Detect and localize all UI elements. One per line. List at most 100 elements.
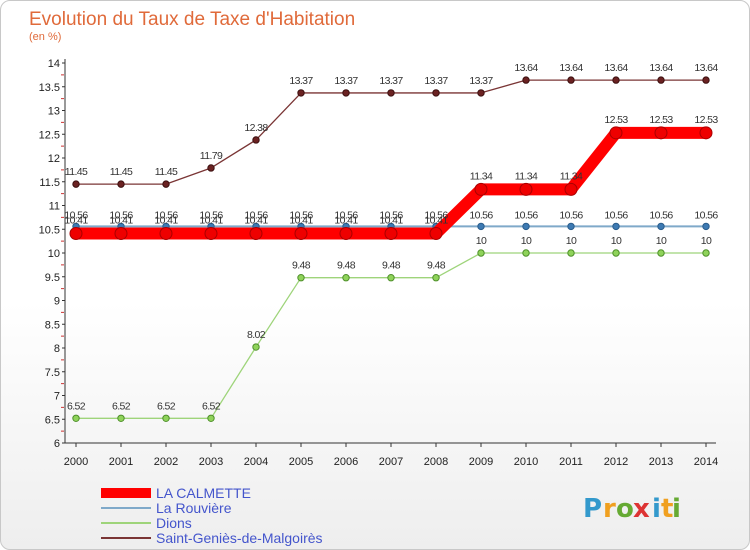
logo-letter: x bbox=[633, 494, 650, 524]
data-point bbox=[207, 164, 215, 172]
data-label: 10.56 bbox=[379, 209, 403, 221]
legend-label: LA CALMETTE bbox=[156, 485, 251, 501]
data-point bbox=[162, 414, 170, 422]
data-point bbox=[432, 274, 440, 282]
x-tick-label: 2001 bbox=[109, 456, 133, 468]
logo-letter: i bbox=[672, 494, 681, 524]
legend-label: La Rouvière bbox=[156, 500, 232, 516]
data-point bbox=[474, 182, 488, 196]
y-tick-label: 11 bbox=[49, 201, 60, 213]
data-label: 10.41 bbox=[64, 215, 88, 227]
data-label: 10.41 bbox=[334, 215, 358, 227]
data-point bbox=[294, 227, 308, 241]
data-label: 10.56 bbox=[64, 209, 88, 221]
data-label: 10.41 bbox=[379, 215, 403, 227]
data-label: 10.56 bbox=[289, 209, 313, 221]
data-label: 6.52 bbox=[202, 400, 221, 412]
data-point bbox=[657, 76, 665, 84]
data-point bbox=[162, 180, 170, 188]
data-point bbox=[384, 227, 398, 241]
data-point bbox=[297, 274, 305, 282]
chart-title: Evolution du Taux de Taxe d'Habitation bbox=[29, 9, 355, 30]
x-tick-label: 2002 bbox=[154, 456, 178, 468]
x-tick-label: 2004 bbox=[244, 456, 268, 468]
y-tick-label: 13 bbox=[48, 106, 60, 118]
data-label: 6.52 bbox=[157, 400, 176, 412]
data-point bbox=[702, 249, 710, 257]
data-point bbox=[117, 180, 125, 188]
logo-letter: i bbox=[652, 494, 661, 524]
data-label: 10 bbox=[656, 235, 667, 247]
data-label: 10.56 bbox=[694, 209, 718, 221]
data-point bbox=[159, 227, 173, 241]
logo-letter: t bbox=[661, 494, 673, 524]
y-tick-label: 10 bbox=[48, 248, 60, 260]
data-point bbox=[657, 249, 665, 257]
data-label: 11.79 bbox=[200, 150, 223, 162]
data-point bbox=[432, 89, 440, 97]
data-label: 10.56 bbox=[334, 209, 358, 221]
data-label: 13.37 bbox=[379, 75, 403, 87]
legend-label: Saint-Geniès-de-Malgoirès bbox=[156, 530, 323, 546]
data-label: 10.56 bbox=[559, 209, 583, 221]
data-label: 10.41 bbox=[199, 215, 223, 227]
y-tick-label: 7 bbox=[54, 391, 60, 403]
data-label: 10 bbox=[476, 235, 487, 247]
data-point bbox=[654, 126, 668, 140]
data-point bbox=[117, 414, 125, 422]
data-label: 10.56 bbox=[244, 209, 268, 221]
data-label: 9.48 bbox=[427, 260, 446, 272]
data-labels-layer: 11.45 11.45 11.45 11.79 12.38 13.37 13.37 13.37… bbox=[64, 62, 719, 412]
data-point bbox=[69, 227, 83, 241]
data-point bbox=[567, 76, 575, 84]
data-point bbox=[699, 126, 713, 140]
data-label: 10.56 bbox=[649, 209, 673, 221]
y-tick-label: 10.5 bbox=[39, 224, 60, 236]
x-tick-label: 2005 bbox=[289, 456, 313, 468]
logo-letter: r bbox=[603, 494, 616, 524]
data-label: 6.52 bbox=[112, 400, 131, 412]
data-label: 10.56 bbox=[514, 209, 538, 221]
data-label: 10 bbox=[566, 235, 577, 247]
data-label: 13.37 bbox=[289, 75, 313, 87]
y-tick-label: 13.5 bbox=[39, 82, 60, 94]
x-tick-label: 2010 bbox=[514, 456, 538, 468]
data-label: 13.64 bbox=[559, 62, 583, 74]
data-label: 13.37 bbox=[469, 75, 493, 87]
series-layer bbox=[69, 76, 713, 422]
data-label: 9.48 bbox=[382, 260, 401, 272]
x-tick-label: 2006 bbox=[334, 456, 358, 468]
data-label: 10.56 bbox=[604, 209, 628, 221]
data-label: 13.64 bbox=[514, 62, 538, 74]
legend-label: Dions bbox=[156, 515, 192, 531]
data-point bbox=[342, 89, 350, 97]
data-label: 10.41 bbox=[289, 215, 313, 227]
data-point bbox=[477, 222, 485, 231]
data-label: 10.56 bbox=[199, 209, 223, 221]
data-point bbox=[519, 182, 533, 196]
data-point bbox=[114, 227, 128, 241]
data-point bbox=[297, 89, 305, 97]
y-tick-label: 9 bbox=[54, 296, 60, 308]
data-label: 8.02 bbox=[247, 329, 266, 341]
y-tick-label: 12.5 bbox=[39, 129, 60, 141]
data-label: 13.64 bbox=[604, 62, 628, 74]
y-tick-label: 8 bbox=[54, 343, 60, 355]
data-label: 13.37 bbox=[334, 75, 358, 87]
data-point bbox=[609, 126, 623, 140]
data-point bbox=[342, 274, 350, 282]
data-point bbox=[564, 182, 578, 196]
data-point bbox=[339, 227, 353, 241]
data-label: 10.56 bbox=[469, 209, 493, 221]
data-point bbox=[204, 227, 218, 241]
data-label: 10 bbox=[521, 235, 532, 247]
data-point bbox=[612, 249, 620, 257]
data-point bbox=[207, 414, 215, 422]
y-tick-label: 9.5 bbox=[45, 272, 60, 284]
data-point bbox=[72, 180, 80, 188]
data-point bbox=[522, 76, 530, 84]
